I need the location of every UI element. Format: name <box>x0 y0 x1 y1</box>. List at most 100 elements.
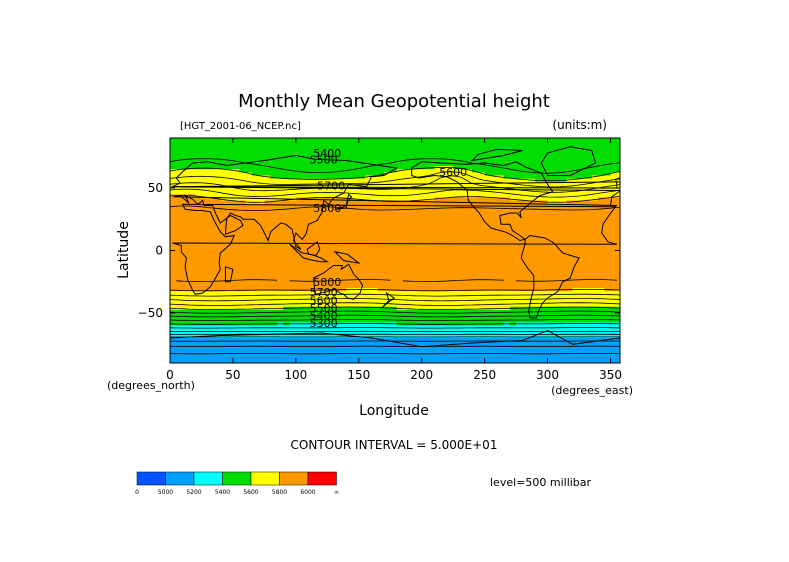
band-cell <box>604 144 612 148</box>
band-cell <box>604 284 612 289</box>
band-cell <box>302 141 310 145</box>
band-cell <box>302 194 310 198</box>
band-cell <box>440 350 448 355</box>
band-cell <box>516 213 524 217</box>
band-cell <box>182 353 190 358</box>
band-cell <box>258 150 265 155</box>
band-cell <box>497 166 505 170</box>
band-cell <box>258 275 265 280</box>
band-cell <box>560 275 568 280</box>
band-cell <box>553 181 561 186</box>
band-cell <box>377 141 385 145</box>
band-cell <box>528 331 536 336</box>
band-cell <box>446 225 454 230</box>
band-cell <box>516 225 524 230</box>
band-cell <box>321 147 328 152</box>
band-cell <box>446 259 454 264</box>
band-cell <box>226 313 234 317</box>
band-cell <box>390 138 398 142</box>
band-cell <box>522 241 530 245</box>
band-cell <box>434 244 442 248</box>
band-cell <box>497 200 505 205</box>
band-cell <box>333 331 341 336</box>
band-cell <box>176 316 184 320</box>
band-cell <box>440 269 448 273</box>
band-cell <box>383 234 391 239</box>
band-cell <box>453 256 461 261</box>
band-cell <box>170 244 177 248</box>
band-cell <box>239 191 247 195</box>
band-cell <box>276 216 284 220</box>
band-cell <box>258 294 265 298</box>
band-cell <box>409 309 417 314</box>
band-cell <box>465 153 473 158</box>
band-cell <box>239 247 247 252</box>
band-cell <box>604 300 612 305</box>
band-cell <box>547 238 555 242</box>
band-cell <box>232 347 240 352</box>
band-cell <box>553 306 561 311</box>
band-cell <box>371 281 379 286</box>
band-cell <box>358 194 366 198</box>
band-cell <box>270 138 278 142</box>
band-cell <box>383 159 391 164</box>
band-cell <box>446 206 454 211</box>
band-cell <box>245 159 253 164</box>
band-cell <box>383 316 391 320</box>
band-cell <box>289 188 297 192</box>
band-cell <box>226 306 234 311</box>
band-cell <box>308 206 316 211</box>
band-cell <box>207 219 215 223</box>
band-cell <box>327 306 335 311</box>
band-cell <box>604 322 612 327</box>
band-cell <box>547 322 555 327</box>
band-cell <box>522 244 530 248</box>
band-cell <box>396 184 404 189</box>
band-cell <box>528 247 536 252</box>
band-cell <box>270 350 278 355</box>
band-cell <box>604 244 612 248</box>
band-cell <box>308 138 316 142</box>
band-cell <box>188 325 196 330</box>
band-cell <box>472 259 479 264</box>
band-cell <box>572 144 580 148</box>
band-cell <box>170 238 177 242</box>
band-cell <box>270 203 278 208</box>
band-cell <box>289 228 297 233</box>
band-cell <box>572 159 580 164</box>
band-cell <box>195 222 203 227</box>
band-cell <box>541 284 549 289</box>
band-cell <box>195 353 203 358</box>
band-cell <box>245 263 253 267</box>
band-cell <box>358 209 366 214</box>
band-cell <box>547 300 555 305</box>
band-cell <box>383 278 391 283</box>
band-cell <box>396 275 404 280</box>
band-cell <box>283 269 291 273</box>
band-cell <box>472 175 479 180</box>
band-cell <box>516 241 524 245</box>
band-cell <box>333 253 341 258</box>
band-cell <box>604 281 612 286</box>
band-cell <box>333 319 341 323</box>
band-cell <box>541 241 549 245</box>
band-cell <box>591 250 599 255</box>
band-cell <box>258 284 265 289</box>
band-cell <box>516 269 524 273</box>
band-cell <box>371 231 379 236</box>
band-cell <box>396 244 404 248</box>
band-cell <box>314 231 322 236</box>
band-cell <box>409 350 417 355</box>
band-cell <box>604 294 612 298</box>
band-cell <box>390 200 398 205</box>
band-cell <box>220 216 228 220</box>
band-cell <box>226 284 234 289</box>
band-cell <box>289 247 297 252</box>
band-cell <box>585 169 593 173</box>
band-cell <box>333 209 341 214</box>
band-cell <box>516 244 524 248</box>
band-cell <box>516 147 524 152</box>
band-cell <box>220 250 228 255</box>
band-cell <box>566 350 574 355</box>
band-cell <box>295 303 303 308</box>
